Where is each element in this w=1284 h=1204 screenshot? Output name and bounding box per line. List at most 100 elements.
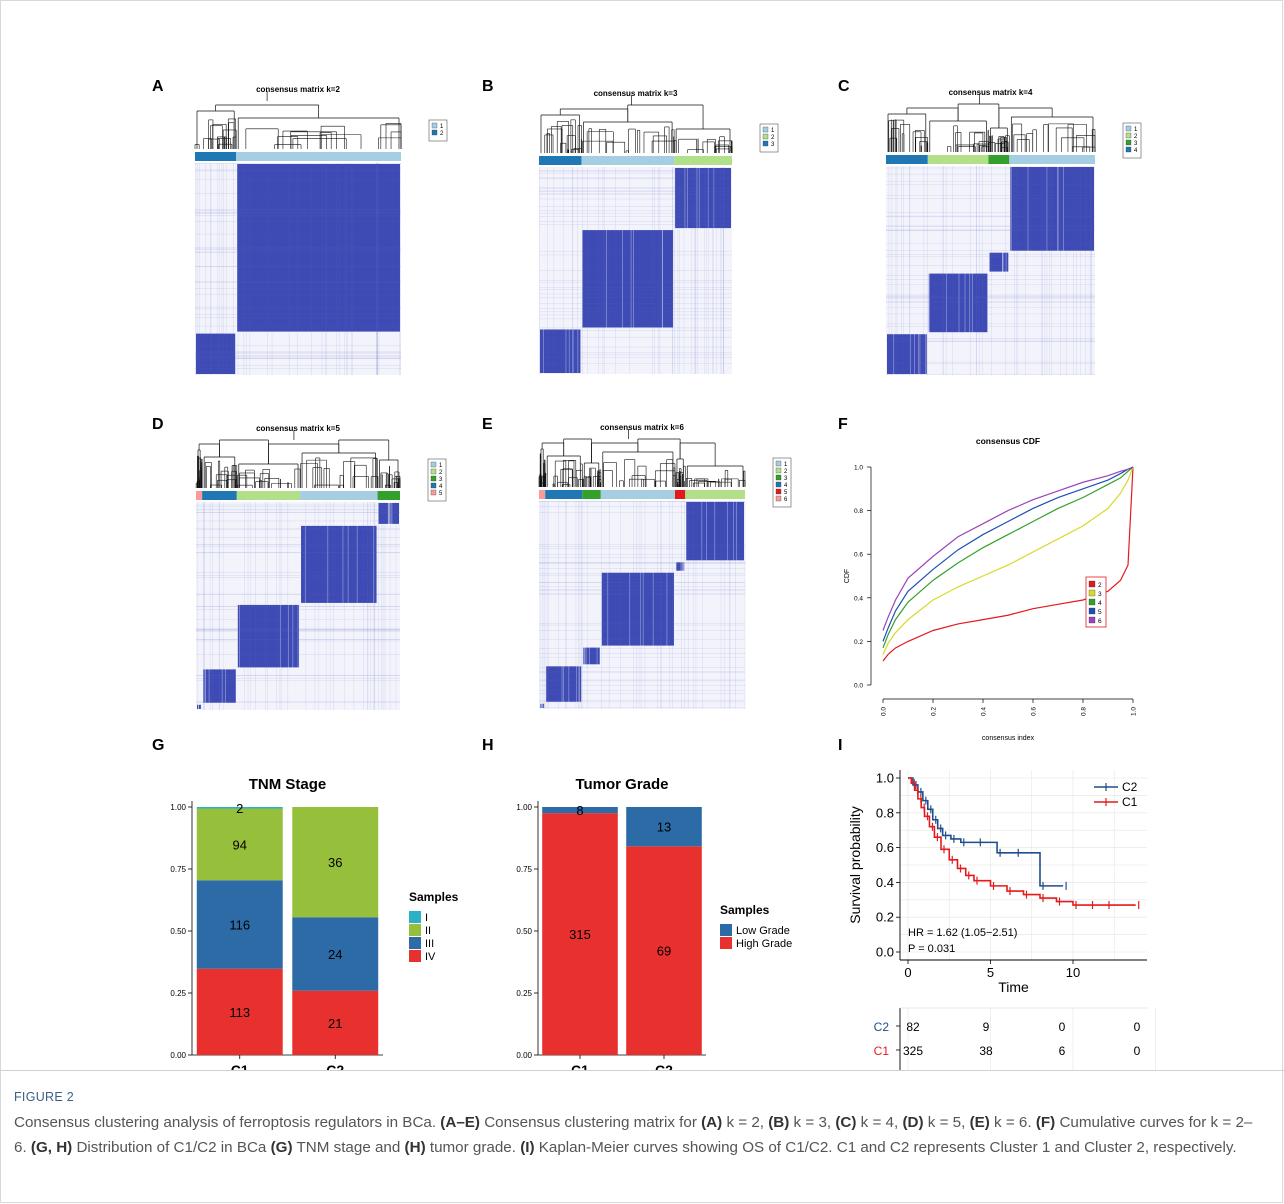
- tnm-data-label: 21: [328, 1016, 342, 1031]
- cluster-color-bar: [1009, 155, 1095, 164]
- consensus-legend-label: 4: [784, 483, 788, 489]
- cdf-legend-swatch: [1088, 598, 1096, 606]
- consensus-legend-swatch: [431, 122, 438, 129]
- km-y-tick-label: 0.2: [876, 910, 894, 925]
- grade-legend-title: Samples: [720, 903, 770, 917]
- caption-segment: Distribution of C1/C2 in BCa: [72, 1139, 271, 1156]
- consensus-block: [989, 252, 1009, 272]
- consensus-block: [686, 502, 744, 561]
- cluster-color-bar: [236, 491, 301, 500]
- consensus-legend-label: 4: [439, 484, 443, 490]
- consensus-legend-swatch: [775, 460, 782, 467]
- cluster-color-bar: [581, 156, 675, 165]
- grade-legend-label: High Grade: [736, 938, 792, 950]
- cdf-y-axis-label: CDF: [844, 569, 851, 583]
- consensus-legend-label: 3: [1134, 141, 1138, 147]
- panel-label-i: I: [838, 737, 843, 754]
- caption-segment: (E): [969, 1114, 990, 1131]
- consensus-legend-label: 2: [784, 469, 788, 475]
- cluster-color-bar: [685, 490, 745, 499]
- consensus-legend-label: 2: [771, 135, 775, 141]
- tnm-bar-segment: [196, 807, 283, 809]
- consensus-legend-label: 3: [439, 477, 443, 483]
- consensus-block: [196, 333, 236, 374]
- consensus-legend-label: 3: [784, 476, 788, 482]
- consensus-legend-swatch: [430, 489, 437, 496]
- consensus-legend-label: 1: [771, 128, 775, 134]
- panel-label-g: G: [152, 737, 165, 754]
- cdf-legend-swatch: [1088, 580, 1096, 588]
- cdf-x-tick-label: 0.6: [1031, 707, 1038, 716]
- cluster-color-bar: [545, 490, 583, 499]
- km-x-tick-label: 0: [904, 965, 911, 980]
- cluster-color-bar: [300, 491, 378, 500]
- tnm-y-tick-label: 1.00: [170, 803, 186, 812]
- cdf-chart: consensus CDF 0.0 0.2 0.4 0.6 0.8 1.0 0.0 0.2 0.4…: [844, 436, 1138, 742]
- consensus-block: [237, 164, 400, 332]
- grade-bar-segment: [542, 807, 618, 814]
- grade-y-tick-label: 1.00: [516, 803, 532, 812]
- km-hr-annotation: HR = 1.62 (1.05−2.51): [908, 927, 1017, 939]
- tnm-bar-segment: [292, 917, 379, 991]
- consensus-block: [197, 704, 202, 709]
- caption-text: Consensus clustering analysis of ferropt…: [14, 1110, 1264, 1160]
- tnm-y-tick-label: 0.75: [170, 865, 186, 874]
- consensus-panel-k3: consensus matrix k=3 123: [539, 89, 779, 374]
- cluster-color-bar: [236, 152, 401, 161]
- consensus-legend-label: 1: [440, 124, 444, 130]
- consensus-block: [601, 572, 674, 646]
- caption-segment: Cumulative curves for k = 2–6.: [14, 1114, 1253, 1156]
- grade-legend-swatch: [720, 924, 732, 936]
- tnm-data-label: 2: [236, 801, 243, 816]
- cluster-color-bar: [988, 155, 1010, 164]
- panel-label-e: E: [482, 416, 493, 433]
- cdf-x-tick-label: 0.0: [881, 707, 888, 716]
- grade-y-tick-label: 0.50: [516, 927, 532, 936]
- cdf-title: consensus CDF: [976, 436, 1040, 446]
- cluster-color-bar: [377, 491, 400, 500]
- cdf-y-tick-label: 0.2: [854, 639, 863, 646]
- grade-data-label: 8: [576, 803, 583, 818]
- cluster-color-bar: [600, 490, 675, 499]
- tnm-legend-swatch: [409, 950, 421, 962]
- cdf-legend-swatch: [1088, 616, 1096, 624]
- cdf-series-line: [882, 466, 1134, 642]
- cluster-color-bar: [674, 490, 686, 499]
- consensus-block: [583, 647, 600, 665]
- grade-legend-label: Low Grade: [736, 925, 790, 937]
- risk-table-row-label: C2: [874, 1020, 890, 1034]
- cluster-color-bar: [539, 156, 582, 165]
- consensus-block: [237, 604, 300, 668]
- risk-table-count: 6: [1059, 1044, 1066, 1058]
- panel-label-d: D: [152, 416, 164, 433]
- cdf-legend-label: 3: [1098, 591, 1102, 598]
- risk-table-count: 325: [903, 1044, 923, 1058]
- grade-y-tick-label: 0.75: [516, 865, 532, 874]
- consensus-legend-swatch: [1125, 125, 1132, 132]
- km-chart: 0.0 0.2 0.4 0.6 0.8 1.0 0 5 10 Survival probabili…: [847, 770, 1156, 1070]
- risk-table-count: 0: [1059, 1020, 1066, 1034]
- consensus-legend-swatch: [762, 140, 769, 147]
- tnm-data-label: 36: [328, 855, 342, 870]
- cluster-color-bar: [927, 155, 989, 164]
- consensus-block: [582, 230, 674, 328]
- km-y-tick-label: 0.4: [876, 875, 894, 890]
- cdf-legend-label: 2: [1098, 582, 1102, 589]
- tnm-bar-segment: [292, 807, 379, 918]
- panel-label-b: B: [482, 78, 494, 95]
- consensus-title: consensus matrix k=2: [256, 85, 340, 94]
- km-legend-label: C1: [1122, 795, 1138, 809]
- grade-category-label: C1: [571, 1062, 589, 1070]
- grade-bar-segment: [626, 846, 702, 1055]
- cdf-legend-swatch: [1088, 607, 1096, 615]
- grade-y-tick-label: 0.25: [516, 989, 532, 998]
- consensus-legend-label: 2: [1134, 134, 1138, 140]
- km-y-tick-label: 0.0: [876, 945, 894, 960]
- tnm-legend-label: III: [425, 938, 434, 950]
- consensus-legend-swatch: [762, 126, 769, 133]
- consensus-legend-box: [1122, 122, 1142, 159]
- cdf-series-line: [882, 466, 1134, 662]
- tnm-bar-segment: [292, 990, 379, 1055]
